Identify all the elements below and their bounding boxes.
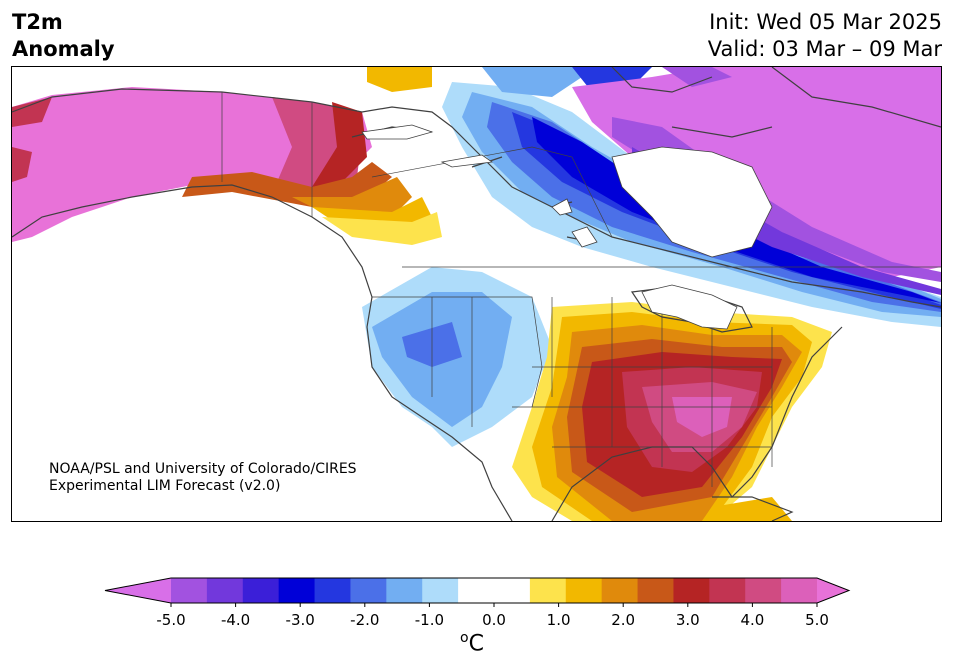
valid-range: Valid: 03 Mar – 09 Mar — [707, 37, 942, 61]
colorbar-segment — [673, 578, 710, 603]
colorbar-segment — [206, 578, 244, 603]
colorbar-tick-label: -2.0 — [350, 611, 380, 629]
colorbar-segment — [242, 578, 280, 603]
arctic-cold-region — [572, 67, 941, 277]
anomaly-map — [11, 66, 942, 522]
colorbar-tick-label: 4.0 — [740, 611, 765, 629]
colorbar-unit: oC — [460, 630, 484, 657]
colorbar-tick-label: 3.0 — [675, 611, 700, 629]
colorbar-extension-max — [817, 578, 849, 603]
colorbar-segment — [171, 578, 208, 603]
colorbar-segment — [494, 578, 531, 603]
great-bear-lake — [361, 124, 434, 140]
colorbar-extension-min — [105, 578, 171, 603]
colorbar-tick-label: -5.0 — [156, 611, 186, 629]
great-slave-lake — [440, 154, 494, 168]
colorbar — [104, 577, 851, 607]
colorbar-segment — [709, 578, 746, 603]
colorbar-segment — [278, 578, 316, 603]
colorbar-segment — [565, 578, 603, 603]
colorbar-tick-label: -1.0 — [414, 611, 445, 629]
anomaly-field — [12, 67, 941, 521]
title-variable: T2m — [12, 10, 63, 34]
state-province-borders — [221, 92, 941, 487]
colorbar-segment — [745, 578, 782, 603]
colorbar-tick-label: 5.0 — [805, 611, 829, 629]
colorbar-segment — [350, 578, 387, 603]
colorbar-segment — [422, 578, 459, 603]
colorbar-tick-label: 2.0 — [611, 611, 636, 629]
colorbar-tick-label: 1.0 — [546, 611, 571, 629]
forecast-credit: NOAA/PSL and University of Colorado/CIRE… — [49, 461, 357, 495]
lakes — [361, 124, 773, 330]
colorbar-tick-label: -3.0 — [285, 611, 315, 629]
title-type: Anomaly — [12, 37, 115, 61]
hudson-bay — [611, 146, 773, 258]
lake-winnipeg — [551, 198, 573, 216]
colorbar-segment — [781, 578, 818, 603]
colorbar-segment — [637, 578, 674, 603]
credit-line-2: Experimental LIM Forecast (v2.0) — [49, 478, 281, 494]
colorbar-segment — [601, 578, 639, 603]
credit-line-1: NOAA/PSL and University of Colorado/CIRE… — [49, 461, 357, 477]
colorbar-segment — [386, 578, 423, 603]
colorbar-segment — [529, 578, 567, 603]
forecast-dates: Init: Wed 05 Mar 2025 Valid: 03 Mar – 09… — [708, 9, 942, 63]
colorbar-tick-label: -4.0 — [220, 611, 251, 629]
colorbar-segment — [314, 578, 351, 603]
init-date: Init: Wed 05 Mar 2025 — [709, 10, 942, 34]
colorbar-tick-label: 0.0 — [482, 611, 506, 629]
colorbar-segment — [458, 578, 495, 603]
map-title: T2m Anomaly — [12, 9, 115, 63]
great-lakes — [641, 284, 738, 330]
